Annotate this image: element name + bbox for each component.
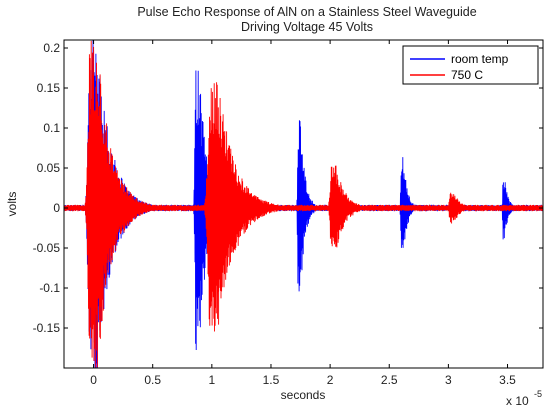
series-line-room-temp [64,40,543,368]
y-tick-label: -0.15 [33,321,61,335]
chart-title: Pulse Echo Response of AlN on a Stainles… [137,5,476,19]
y-tick-label: 0.1 [43,121,60,135]
y-tick-label: 0 [53,201,60,215]
y-tick-label: 0.2 [43,41,60,55]
chart-subtitle: Driving Voltage 45 Volts [241,20,373,34]
ticks-layer: 0 0.5 1 1.5 2 2.5 3 3.5 0.2 0.15 0.1 0.05 0 -0.05 -0.1… [33,40,543,387]
x-tick-label: 3.5 [499,373,516,387]
y-axis-label: volts [5,192,19,217]
legend-label-750c: 750 C [451,68,483,82]
y-tick-label: -0.05 [33,241,61,255]
y-tick-label: 0.15 [37,81,61,95]
x-tick-label: 0.5 [144,373,161,387]
x-tick-label: 1.5 [263,373,280,387]
legend: room temp 750 C [402,45,539,85]
x-tick-label: 2.5 [381,373,398,387]
x-tick-label: 2 [327,373,334,387]
plot-frame [63,39,544,369]
legend-label-room-temp: room temp [451,52,509,66]
series-layer [64,40,543,368]
x-axis-label: seconds [281,388,326,402]
series-line-750c [64,40,543,368]
x-tick-label: 3 [445,373,452,387]
y-tick-label: -0.1 [39,281,60,295]
x-exponent-power: -5 [534,389,542,399]
x-tick-label: 0 [90,373,97,387]
x-tick-label: 1 [208,373,215,387]
y-tick-label: 0.05 [37,161,61,175]
x-exponent-label: x 10 [506,394,529,408]
legend-box [402,45,539,85]
